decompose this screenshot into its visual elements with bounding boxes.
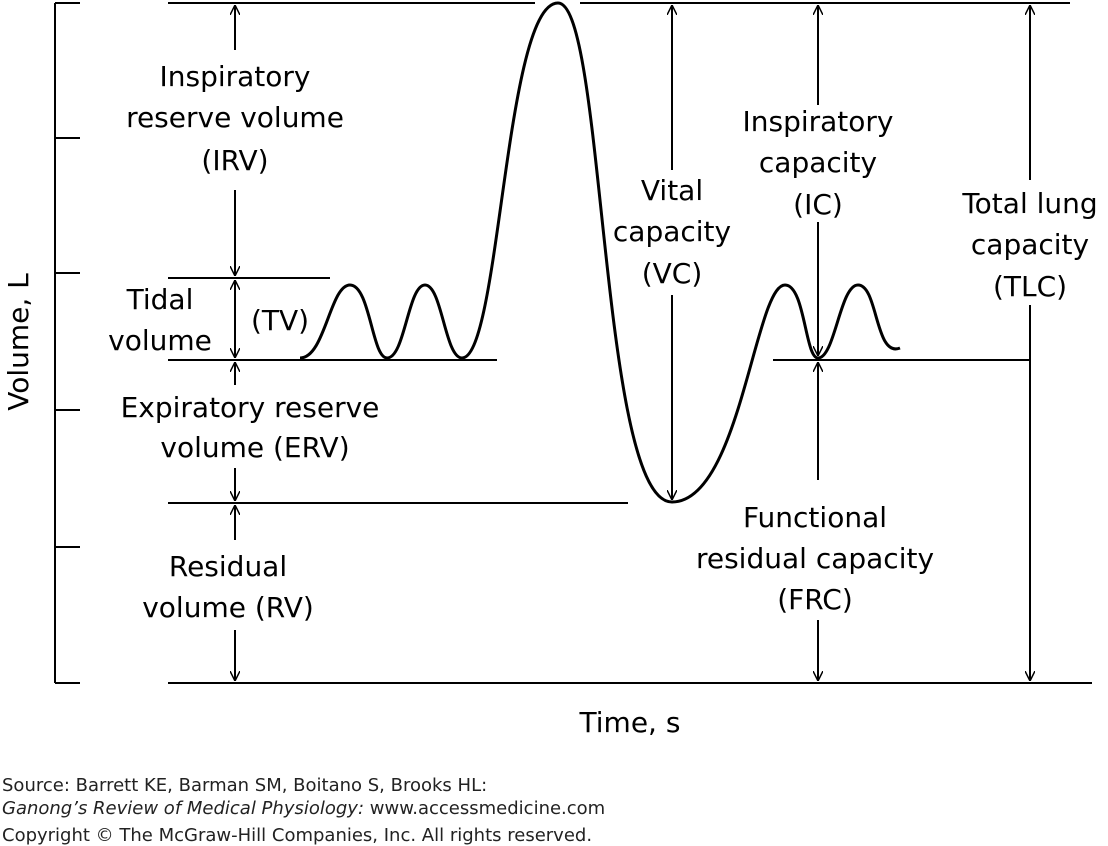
label-line: volume — [108, 324, 212, 357]
source-line: Ganong’s Review of Medical Physiology: w… — [2, 798, 605, 819]
label-line: volume (ERV) — [160, 431, 349, 464]
source-url: www.accessmedicine.com — [364, 798, 605, 819]
volume-trace — [299, 1, 901, 504]
label-line: Inspiratory — [742, 105, 893, 138]
axes — [54, 2, 80, 684]
label-line: Expiratory reserve — [121, 391, 380, 424]
y-axis-label: Volume, L — [2, 273, 35, 411]
arrows — [235, 5, 1030, 681]
level-lines — [168, 2, 1092, 684]
irv-label: Inspiratory reserve volume (IRV) — [126, 60, 344, 177]
source-line: Source: Barrett KE, Barman SM, Boitano S… — [2, 775, 487, 796]
label-line: (IC) — [793, 188, 843, 221]
label-line: volume (RV) — [142, 591, 314, 624]
copyright: Copyright © The McGraw-Hill Companies, I… — [2, 825, 592, 846]
x-axis-label: Time, s — [579, 706, 681, 739]
label-line: (VC) — [642, 257, 703, 290]
label-line: capacity — [613, 215, 731, 248]
label-line: Vital — [641, 174, 703, 207]
tv-label: (TV) — [251, 304, 309, 337]
label-line: Functional — [743, 501, 887, 534]
label-line: Inspiratory — [159, 60, 310, 93]
source-book: Ganong’s Review of Medical Physiology: — [2, 798, 364, 819]
label-line: capacity — [971, 228, 1089, 261]
label-line: capacity — [759, 146, 877, 179]
label-line: (TLC) — [993, 270, 1067, 303]
label-line: (FRC) — [777, 583, 853, 616]
label-line: reserve volume — [126, 101, 344, 134]
label-line: Total lung — [961, 187, 1097, 220]
label-line: (IRV) — [201, 144, 268, 177]
label-line: Residual — [169, 550, 287, 583]
label-line: residual capacity — [696, 542, 934, 575]
label-line: Tidal — [126, 283, 194, 316]
